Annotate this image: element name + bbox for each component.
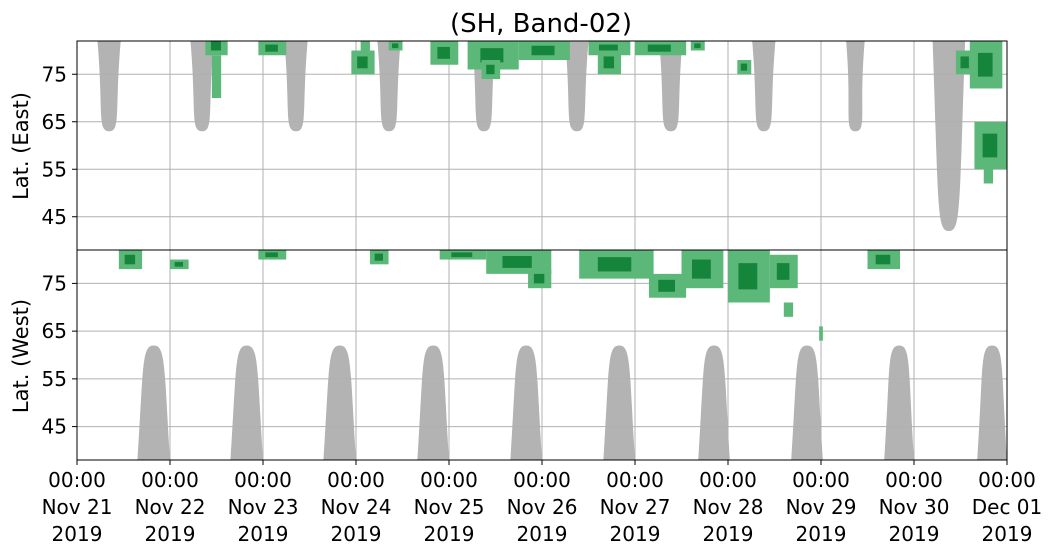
y-tick-label: 55	[42, 157, 67, 181]
data-gap	[137, 345, 170, 460]
data-gap	[565, 41, 589, 132]
detection-core	[486, 64, 495, 75]
x-tick-label: 00:00 Nov 27 2019	[600, 468, 671, 546]
detection-core	[174, 261, 184, 267]
x-tick-label: 00:00 Nov 21 2019	[42, 468, 113, 546]
detection-core	[597, 257, 632, 272]
x-tick-label: 00:00 Nov 29 2019	[786, 468, 857, 546]
data-gap	[932, 41, 966, 231]
detection-core	[374, 253, 383, 261]
detection-core	[480, 48, 504, 63]
detection-core	[437, 46, 450, 59]
east-panel: 45 55 65 75 Lat. (East)	[9, 41, 1008, 250]
detection-core	[740, 63, 748, 71]
detection-core	[531, 45, 555, 56]
detection-core	[357, 56, 368, 69]
west-panel-frame	[76, 249, 1008, 461]
data-gap	[977, 345, 1007, 460]
detection-cluster	[783, 302, 794, 317]
detection-core	[658, 279, 675, 292]
detection-core	[265, 44, 278, 52]
detection-core	[210, 41, 221, 51]
data-gap	[659, 41, 683, 132]
detection-core	[265, 252, 278, 258]
data-gap	[377, 41, 401, 132]
x-tick-label: 00:00 Nov 24 2019	[321, 468, 392, 546]
detection-core	[392, 43, 399, 49]
west-y-ticks: 75 65 55 45	[42, 271, 77, 439]
data-gap	[884, 345, 914, 460]
detection-core	[960, 56, 969, 69]
detection-core	[694, 43, 701, 49]
data-gap	[752, 41, 776, 132]
x-tick-label: 00:00 Nov 22 2019	[135, 468, 206, 546]
detection-core	[647, 44, 671, 52]
detection-core	[603, 56, 615, 69]
east-y-axis-label: Lat. (East)	[9, 92, 33, 200]
west-data-gaps	[137, 345, 1007, 460]
detection-core	[502, 255, 532, 268]
data-gap	[97, 41, 121, 132]
west-y-axis-label: Lat. (West)	[9, 299, 33, 413]
west-detections	[118, 250, 901, 341]
data-gap	[510, 345, 542, 460]
detection-core	[598, 44, 618, 52]
y-tick-label: 45	[42, 205, 67, 229]
x-tick-label: 00:00 Nov 25 2019	[414, 468, 485, 546]
y-tick-label: 75	[42, 62, 67, 86]
detection-core	[124, 254, 136, 265]
detection-cluster	[819, 326, 823, 341]
data-gap	[698, 345, 730, 460]
y-tick-label: 55	[42, 367, 67, 391]
data-gap	[230, 345, 263, 460]
detection-cluster	[211, 55, 222, 98]
y-tick-label: 65	[42, 319, 67, 343]
x-tick-label: 00:00 Nov 30 2019	[879, 468, 950, 546]
detection-core	[691, 259, 711, 279]
x-tick-label: 00:00 Dec 01 2019	[972, 468, 1043, 546]
detection-core	[533, 273, 545, 284]
detection-core	[875, 254, 891, 265]
east-data-gaps	[97, 41, 966, 231]
east-grid	[76, 41, 1008, 250]
data-gap	[417, 345, 449, 460]
detection-core	[977, 52, 993, 77]
data-gap	[791, 345, 823, 460]
detection-core	[982, 133, 998, 158]
x-tick-label: 00:00 Nov 28 2019	[693, 468, 764, 546]
y-tick-label: 75	[42, 271, 67, 295]
x-axis-ticks: 00:00 Nov 21 2019 00:00 Nov 22 2019 00:00 Nov 2…	[42, 460, 1043, 546]
detection-cluster	[360, 41, 370, 51]
detection-core	[451, 252, 473, 258]
data-gap	[284, 41, 308, 132]
east-y-ticks: 45 55 65 75	[42, 62, 77, 229]
detection-core	[776, 263, 790, 280]
x-tick-label: 00:00 Nov 26 2019	[507, 468, 578, 546]
detection-core	[738, 263, 758, 290]
y-tick-label: 65	[42, 110, 67, 134]
chart-title: (SH, Band-02)	[450, 9, 632, 39]
y-tick-label: 45	[42, 415, 67, 439]
x-tick-label: 00:00 Nov 23 2019	[228, 468, 299, 546]
east-detections	[205, 41, 1007, 184]
west-panel: 75 65 55 45 Lat. (West)	[9, 250, 1008, 460]
data-gap	[323, 345, 356, 460]
data-gap	[846, 41, 865, 132]
detection-cluster	[983, 164, 994, 184]
data-gap	[190, 41, 214, 132]
data-gap	[603, 345, 635, 460]
